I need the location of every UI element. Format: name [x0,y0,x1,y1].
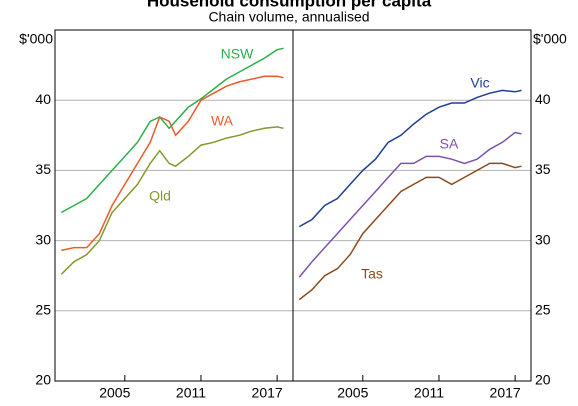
series-line [298,131,522,278]
y-tick-label: 25 [35,302,51,318]
series-line [61,75,284,252]
x-tick-label: 2017 [252,385,283,401]
chart-subtitle: Chain volume, annualised [208,9,369,25]
y-tick-label: 40 [35,91,51,107]
x-tick-label: 2011 [414,385,444,401]
y-tick-label: 35 [35,161,51,177]
y-tick-label: 30 [35,231,51,247]
series-label: Qld [149,188,171,204]
series-line [298,162,522,301]
series-label: WA [211,113,234,129]
y-tick-label: 40 [535,91,551,107]
series-label: Vic [470,75,489,91]
x-tick-label: 2017 [490,385,521,401]
series-line [298,89,522,228]
y-tick-label: 35 [535,161,551,177]
x-tick-label: 2011 [176,385,206,401]
y-axis-label: $'000 [533,31,567,47]
series-label: SA [440,136,459,152]
y-axis-label: $'000 [19,31,53,47]
y-tick-label: 20 [535,372,551,388]
chart-title: Household consumption per capita [147,0,432,10]
series-line [60,126,284,275]
series-label: Tas [361,266,383,282]
x-tick-label: 2005 [337,385,368,401]
series-line [60,47,284,214]
y-tick-label: 20 [35,372,51,388]
y-tick-label: 25 [535,302,551,318]
series-label: NSW [221,46,254,62]
y-tick-label: 30 [535,231,551,247]
x-tick-label: 2005 [99,385,130,401]
